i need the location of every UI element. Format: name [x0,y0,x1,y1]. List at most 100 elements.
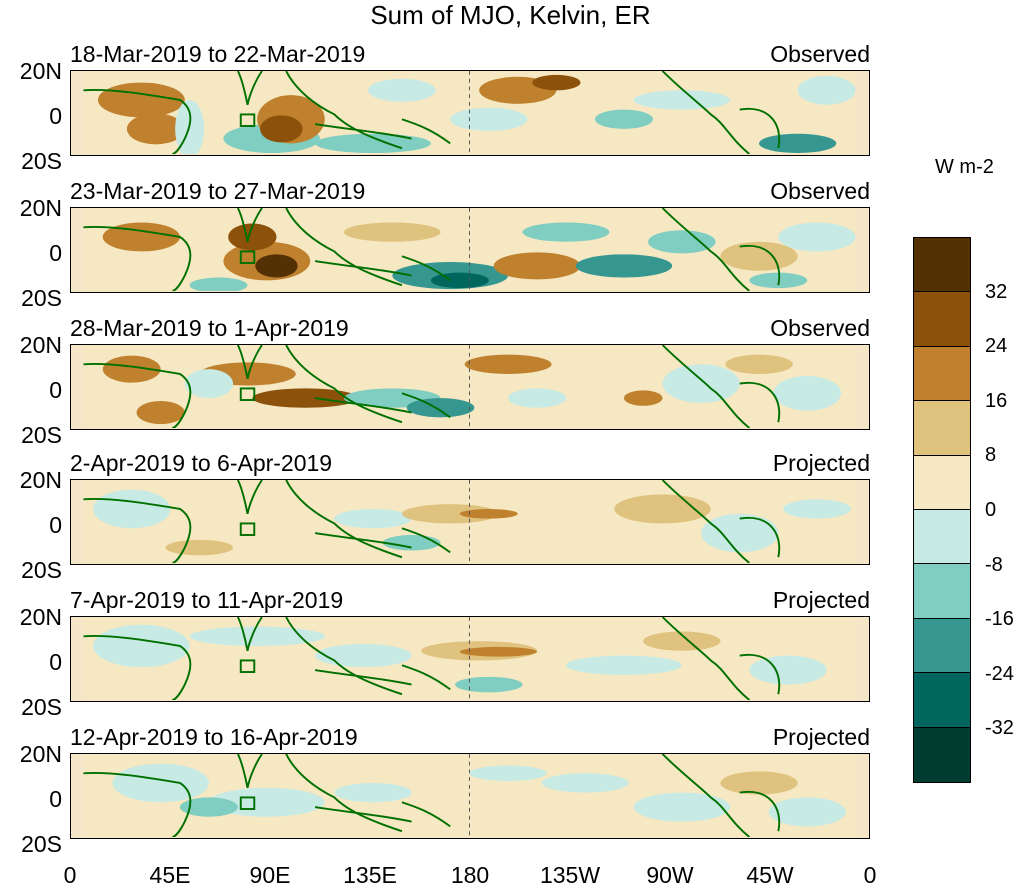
anomaly-contour [189,277,248,291]
anomaly-contour [773,375,842,411]
panel-status: Projected [772,587,870,613]
longitude-label: 0 [63,862,77,888]
anomaly-contour [532,74,581,91]
latitude-label: 0 [49,103,62,129]
colorbar-swatch [914,564,970,619]
anomaly-contour [469,765,547,782]
anomaly-contour [575,254,673,278]
americas-coastline [661,617,781,700]
map-frame [70,70,870,156]
anomaly-contour [566,655,682,675]
anomaly-contour [450,107,528,131]
box-outline [239,113,256,127]
indonesia-coastline [314,255,451,282]
anomaly-contour [614,494,711,524]
anomaly-contour [459,646,538,657]
box-outline [239,522,256,536]
colorbar-swatch [914,509,970,565]
anomaly-contour [112,763,209,803]
box-outline [239,250,256,264]
indonesia-coastline [314,118,451,145]
latitude-label: 0 [49,786,62,812]
colorbar-units: W m-2 [935,156,994,178]
africa-coastline [83,772,192,837]
panel-status: Observed [770,41,870,67]
anomaly-contour [252,388,359,408]
latitude-label: 20S [21,285,62,311]
anomaly-contour [725,354,793,374]
anomaly-contour [541,773,629,793]
map-frame [70,344,870,430]
map-field [83,480,856,563]
longitude-label: 90E [249,862,291,888]
longitude-label: 0 [863,862,877,888]
anomaly-contour [93,489,171,529]
longitude-label: 135E [343,862,397,888]
anomaly-contour [720,771,798,795]
colorbar-swatch [914,727,970,782]
panel-status: Observed [770,315,870,341]
anomaly-contour [382,535,441,551]
indonesia-coastline [314,392,451,419]
latitude-label: 20N [19,195,62,221]
panel-period: 2-Apr-2019 to 6-Apr-2019 [70,450,333,476]
latitude-label: 0 [49,377,62,403]
anomaly-contour [633,792,731,822]
colorbar-swatch [914,346,970,402]
anomaly-contour [464,354,552,374]
anomaly-contour [334,782,412,803]
africa-coastline [83,498,192,563]
longitude-label: 135W [539,862,601,888]
panel-period: 12-Apr-2019 to 16-Apr-2019 [70,724,358,750]
map-frame [70,207,870,293]
anomaly-contour [648,230,716,254]
americas-coastline [661,480,781,563]
colorbar-swatch [914,455,970,510]
box-outline [239,387,256,401]
anomaly-contour [189,626,325,646]
americas-coastline [661,754,781,837]
latitude-label: 0 [49,240,62,266]
panel-period: 28-Mar-2019 to 1-Apr-2019 [70,315,349,341]
panel-status: Observed [770,178,870,204]
anomaly-contour [768,797,846,827]
panel-status: Projected [772,724,870,750]
latitude-label: 20S [21,557,62,583]
latitude-label: 20N [19,604,62,630]
map-panel-2: 23-Mar-2019 to 27-Mar-2019 Observed 20N 0 20… [0,178,900,321]
anomaly-contour [662,364,740,403]
anomaly-contour [508,388,567,408]
map-panel-5: 7-Apr-2019 to 11-Apr-2019 Projected 20N 0 20… [0,587,900,730]
india-coastline [237,754,263,788]
asia-coastline [285,480,403,559]
latitude-label: 20N [19,467,62,493]
americas-coastline [661,71,781,154]
colorbar-label: -8 [985,553,1003,576]
anomaly-contour [455,676,523,693]
anomaly-contour [459,508,518,519]
panel-period: 18-Mar-2019 to 22-Mar-2019 [70,41,366,67]
anomaly-contour [401,504,499,524]
colorbar-label: 32 [985,280,1008,303]
asia-coastline [285,754,403,833]
asia-coastline [285,71,403,150]
india-coastline [237,345,263,379]
colorbar-label: 0 [985,499,997,521]
anomaly-contour [493,252,581,280]
india-coastline [237,71,263,105]
anomaly-contour [334,508,412,529]
colorbar-label: 8 [985,444,997,467]
map-field [83,71,856,154]
anomaly-contour [228,223,277,251]
colorbar-label: 24 [985,335,1008,358]
map-panel-1: 18-Mar-2019 to 22-Mar-2019 Observed 20N 0 20… [0,41,900,184]
anomaly-contour [783,499,851,519]
map-field [83,345,856,428]
anomaly-contour [255,254,298,278]
longitude-label: 180 [450,862,490,888]
box-outline [239,659,256,673]
asia-coastline [285,345,403,424]
latitude-label: 0 [49,649,62,675]
colorbar-label: -32 [985,717,1014,740]
anomaly-contour [778,222,856,252]
